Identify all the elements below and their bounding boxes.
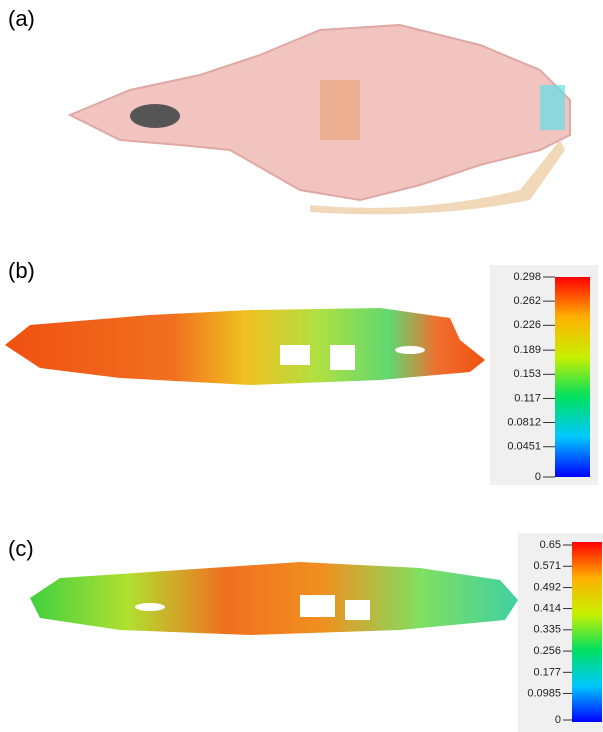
tick-label: 0.177	[533, 666, 561, 678]
panel-label: (c)	[8, 536, 34, 561]
tick-label: 0.414	[533, 602, 561, 614]
contour-map	[30, 562, 518, 635]
tick-label: 0.256	[533, 645, 561, 657]
tick-label: 0.262	[513, 295, 541, 307]
tick-label: 0.0985	[527, 687, 561, 699]
colorbar-ticks: 0.65 0.571 0.492 0.414 0.335 0.256 0.177 0.0985…	[527, 539, 572, 726]
tick-label: 0.492	[533, 581, 561, 593]
tick-label: 0.0812	[507, 416, 541, 428]
tick-label: 0.0451	[507, 441, 541, 453]
tick-label: 0.298	[513, 271, 541, 283]
tick-label: 0.189	[513, 344, 541, 356]
panel-label: (a)	[8, 6, 35, 31]
tick-label: 0.65	[540, 539, 561, 551]
tick-label: 0.153	[513, 368, 541, 380]
tick-label: 0	[555, 714, 561, 726]
tick-label: 0.571	[533, 560, 561, 572]
specimen-image	[67, 23, 571, 215]
colorbar	[572, 542, 602, 722]
tick-label: 0	[535, 471, 541, 483]
tick-label: 0.117	[514, 392, 541, 404]
tick-label: 0.335	[533, 624, 561, 636]
colorbar	[555, 277, 590, 477]
panel-label: (b)	[8, 258, 35, 283]
tick-label: 0.226	[513, 319, 541, 331]
contour-map	[5, 308, 485, 385]
colorbar-ticks: 0.298 0.262 0.226 0.189 0.153 0.117 0.0812 0.04…	[507, 271, 555, 483]
